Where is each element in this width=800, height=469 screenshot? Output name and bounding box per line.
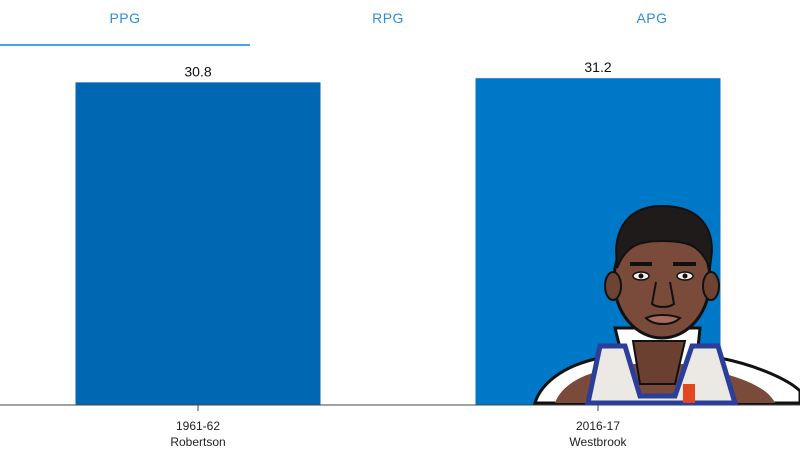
x-tick-label-1: 2016-17 Westbrook: [569, 419, 627, 449]
stat-tab-bar: PPG RPG APG: [0, 0, 800, 46]
tab-apg[interactable]: APG: [527, 10, 777, 26]
bar-value-label-0: 30.8: [184, 63, 211, 79]
bar-0[interactable]: [76, 82, 321, 405]
bar-value-label-1: 31.2: [584, 59, 611, 75]
tab-ppg[interactable]: PPG: [0, 10, 250, 26]
bar-chart: 30.8 1961-62 Robertson 31.2 2016-17 Westbrook: [0, 46, 800, 469]
tab-rpg[interactable]: RPG: [263, 10, 513, 26]
x-tick-label-0: 1961-62 Robertson: [170, 419, 225, 449]
